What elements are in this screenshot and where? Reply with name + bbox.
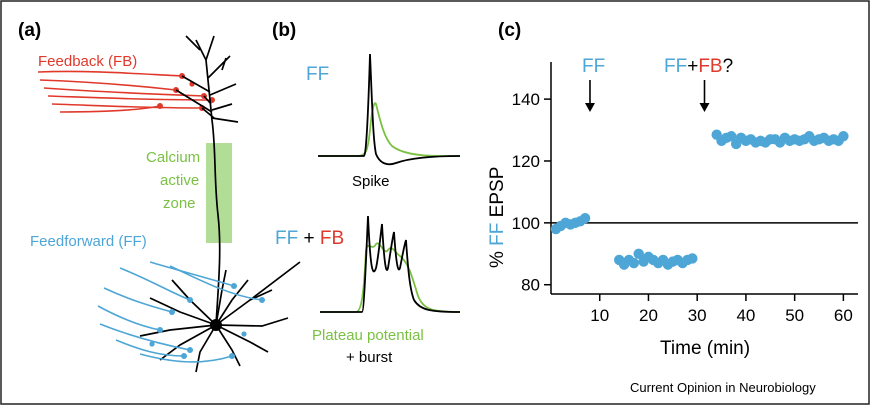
data-point <box>726 131 737 142</box>
spike-trace-spike <box>318 53 461 166</box>
x-tick-label: 50 <box>785 306 804 325</box>
data-point <box>579 213 591 224</box>
journal-credit: Current Opinion in Neurobiology <box>630 380 816 395</box>
ff-fb-label-plus: + <box>298 228 320 249</box>
y-axis-label: % FF EPSP <box>487 167 508 268</box>
annotation-ff-fb-plus: + <box>687 56 698 77</box>
panel-a-label: (a) <box>18 20 41 41</box>
annotation-arrow-head <box>584 103 595 112</box>
y-axis-label-ff: FF <box>487 223 508 246</box>
ff-fb-label-ff: FF <box>275 228 298 249</box>
y-axis-label-suffix: EPSP <box>487 167 508 223</box>
feedforward-synapses <box>149 283 265 359</box>
burst-trace <box>320 215 461 313</box>
ff-fb-label: FF + FB <box>275 228 344 249</box>
data-point <box>633 248 644 259</box>
neuron-soma <box>210 319 222 331</box>
annotation-ff-fb-q: ? <box>723 56 734 77</box>
calcium-label-line1: Calcium <box>146 149 200 166</box>
y-tick-label: 80 <box>521 276 540 295</box>
y-axis-label-prefix: % <box>487 246 508 268</box>
x-axis-label: Time (min) <box>660 338 750 359</box>
spike-label: Spike <box>352 173 390 190</box>
feedforward-label: Feedforward (FF) <box>30 233 147 250</box>
feedback-label: Feedback (FB) <box>38 53 137 70</box>
panel-b: (b) FF Spike FF + FB Plateau potential +… <box>272 20 461 366</box>
panel-a: (a) <box>18 20 301 373</box>
x-tick-label: 60 <box>834 306 853 325</box>
calcium-label-line2: active <box>160 172 199 189</box>
panel-b-label: (b) <box>272 20 296 41</box>
ff-fb-label-fb: FB <box>320 228 344 249</box>
data-point <box>838 131 849 142</box>
panel-c-label: (c) <box>498 20 521 41</box>
ff-label: FF <box>306 64 329 85</box>
x-tick-label: 30 <box>688 306 707 325</box>
feedforward-axons <box>97 261 263 363</box>
y-tick-label: 120 <box>512 152 540 171</box>
plateau-label-line2: + burst <box>346 349 393 366</box>
spike-trace-ff <box>318 102 460 157</box>
x-tick-label: 40 <box>736 306 755 325</box>
annotation-ff: FF <box>582 56 605 77</box>
calcium-label-line3: zone <box>163 195 196 212</box>
chart-plot: 80 100 120 140 10 20 30 40 50 60 <box>512 62 858 325</box>
annotation-arrow-head <box>699 103 710 112</box>
data-point <box>628 257 640 269</box>
plateau-label-line1: Plateau potential <box>312 327 424 344</box>
annotation-ff-fb-ff: FF <box>664 56 687 77</box>
data-point <box>687 253 698 264</box>
x-tick-label: 10 <box>590 306 609 325</box>
annotation-ff-fb: FF+FB? <box>664 56 733 77</box>
x-tick-label: 20 <box>639 306 658 325</box>
annotation-ff-fb-fb: FB <box>698 56 722 77</box>
y-tick-label: 100 <box>512 214 540 233</box>
y-tick-label: 140 <box>512 90 540 109</box>
